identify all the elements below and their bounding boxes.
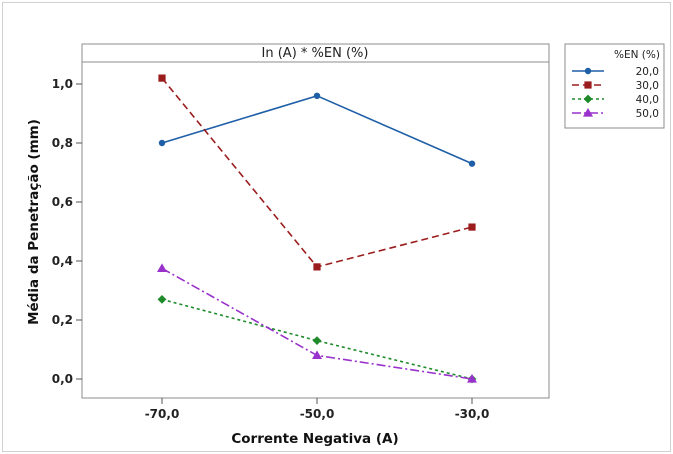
x-tick-label: -30,0 (455, 407, 490, 421)
data-point (467, 374, 477, 383)
data-point (312, 336, 322, 346)
legend-item: 30,0 (572, 80, 659, 92)
legend-marker (583, 108, 593, 117)
panel-title-strip (81, 43, 550, 63)
series-30,0 (158, 74, 476, 271)
data-point (158, 74, 166, 82)
legend-box (564, 43, 665, 129)
data-point (313, 92, 321, 100)
data-point (157, 263, 167, 272)
data-point (468, 160, 476, 167)
panel-title: In (A) * %EN (%) (262, 46, 369, 61)
series-50,0 (157, 263, 477, 383)
legend-marker (584, 81, 592, 89)
legend-item: 20,0 (572, 66, 659, 78)
legend-items: 20,0 30,0 40,0 50,0 (572, 66, 659, 120)
legend-label: 20,0 (636, 66, 659, 78)
legend-label: 40,0 (636, 94, 659, 106)
y-axis: 0,0 0,2 0,4 0,6 0,8 1,0 (52, 77, 82, 386)
data-point (313, 263, 321, 271)
legend-item: 50,0 (572, 108, 659, 120)
legend-item: 40,0 (572, 94, 659, 106)
x-tick-label: -50,0 (300, 407, 335, 421)
y-tick-label: 1,0 (52, 77, 73, 91)
y-tick-label: 0,4 (52, 254, 73, 268)
legend-label: 50,0 (636, 108, 659, 120)
x-axis: -70,0 -50,0 -30,0 (145, 398, 490, 421)
x-tick-label: -70,0 (145, 407, 180, 421)
legend-title: %EN (%) (614, 49, 660, 61)
data-point (158, 139, 166, 147)
legend-label: 30,0 (636, 80, 659, 92)
y-tick-label: 0,2 (52, 313, 73, 327)
y-tick-label: 0,0 (52, 372, 73, 386)
series-20,0 (158, 92, 476, 167)
data-point (157, 294, 167, 304)
series-line (161, 298, 473, 380)
y-axis-label: Média da Penetração (mm) (26, 119, 42, 325)
legend-marker (584, 67, 592, 75)
y-tick-label: 0,6 (52, 195, 73, 209)
legend: %EN (%) 20,0 30,0 40,0 50,0 (564, 43, 665, 129)
data-point (468, 223, 476, 231)
y-tick-label: 0,8 (52, 136, 73, 150)
data-point (312, 350, 322, 359)
series-group (157, 74, 477, 384)
x-axis-label: Corrente Negativa (A) (231, 431, 398, 447)
legend-marker (583, 94, 593, 104)
